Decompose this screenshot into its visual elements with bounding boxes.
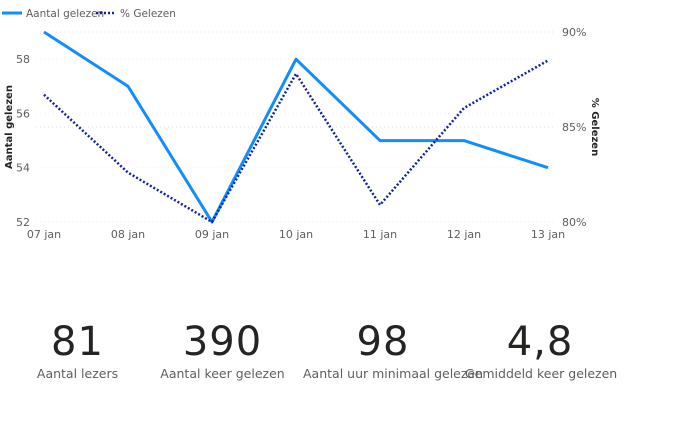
series-line-aantal-gelezen [43,30,549,224]
x-tick-label: 10 jan [279,228,313,241]
kpi-label: Aantal keer gelezen [160,366,285,381]
y2-tick-label: 90% [562,26,586,39]
kpi-card-aantal-lezers: 81 Aantal lezers [10,318,145,382]
kpi-label: Gemiddeld keer gelezen [465,366,618,381]
legend: Aantal gelezen % Gelezen [2,8,176,20]
kpi-value: 98 [356,319,410,365]
kpi-cards: 81 Aantal lezers 390 Aantal keer gelezen… [0,318,690,398]
y2-axis-title: % Gelezen [589,98,600,156]
y2-tick-label: 80% [562,216,586,229]
kpi-card-aantal-keer-gelezen: 390 Aantal keer gelezen [155,318,290,382]
x-tick-label: 09 jan [195,228,229,241]
x-tick-label: 13 jan [531,228,565,241]
x-tick-label: 12 jan [447,228,481,241]
y-tick-label: 52 [16,216,30,229]
kpi-label: Aantal uur minimaal gelezen [303,366,484,381]
kpi-label: Aantal lezers [36,366,119,381]
kpi-value: 4,8 [506,319,574,365]
y2-tick-label: 85% [562,121,586,134]
y-tick-label: 56 [16,107,30,120]
y-tick-label: 54 [16,162,30,175]
y-tick-label: 58 [16,53,30,66]
x-tick-label: 08 jan [111,228,145,241]
x-tick-label: 07 jan [27,228,61,241]
axis-ticks: 52 54 56 58 80% 85% 90% 07 jan 08 jan 09 jan 10 ja… [16,26,586,241]
kpi-value: 81 [51,319,104,365]
x-tick-label: 11 jan [363,228,397,241]
legend-label-pct-gelezen: % Gelezen [120,8,176,20]
kpi-card-aantal-uur: 98 Aantal uur minimaal gelezen [303,318,484,382]
legend-label-aantal-gelezen: Aantal gelezen [26,8,104,20]
combo-line-chart: Aantal gelezen % Gelezen Aantal gelezen … [2,8,600,241]
kpi-card-gemiddeld: 4,8 Gemiddeld keer gelezen [465,318,618,382]
series-lines [43,30,549,224]
series-line-pct-gelezen [43,59,549,224]
kpi-value: 390 [182,319,263,365]
y-axis-title: Aantal gelezen [4,85,15,169]
